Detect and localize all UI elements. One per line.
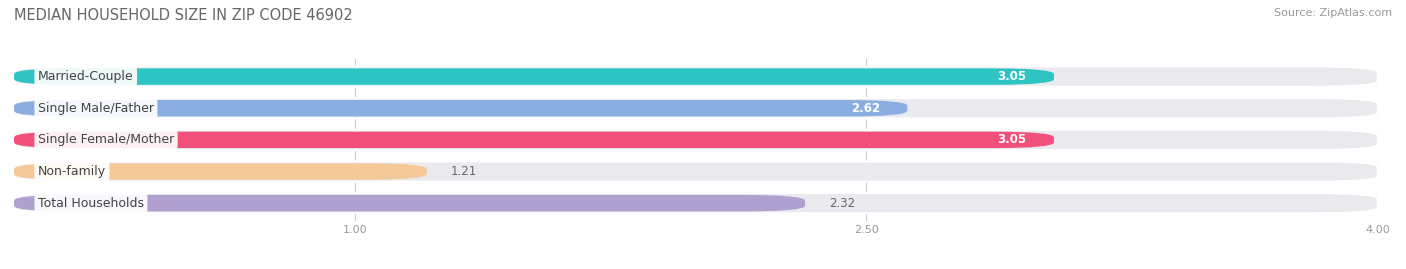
Text: 3.05: 3.05 <box>998 70 1026 83</box>
FancyBboxPatch shape <box>14 100 907 116</box>
Text: Single Female/Mother: Single Female/Mother <box>38 133 174 146</box>
Text: Total Households: Total Households <box>38 197 143 210</box>
FancyBboxPatch shape <box>14 163 426 180</box>
Text: Single Male/Father: Single Male/Father <box>38 102 153 115</box>
FancyBboxPatch shape <box>14 161 1378 182</box>
FancyBboxPatch shape <box>14 130 1378 150</box>
Text: 2.62: 2.62 <box>851 102 880 115</box>
FancyBboxPatch shape <box>14 98 1378 118</box>
Text: Non-family: Non-family <box>38 165 105 178</box>
FancyBboxPatch shape <box>14 68 1054 85</box>
FancyBboxPatch shape <box>14 132 1054 148</box>
FancyBboxPatch shape <box>14 195 806 211</box>
FancyBboxPatch shape <box>14 66 1378 87</box>
Text: 2.32: 2.32 <box>830 197 855 210</box>
Text: Married-Couple: Married-Couple <box>38 70 134 83</box>
Text: 1.21: 1.21 <box>450 165 477 178</box>
FancyBboxPatch shape <box>14 193 1378 213</box>
Text: MEDIAN HOUSEHOLD SIZE IN ZIP CODE 46902: MEDIAN HOUSEHOLD SIZE IN ZIP CODE 46902 <box>14 8 353 23</box>
Text: Source: ZipAtlas.com: Source: ZipAtlas.com <box>1274 8 1392 18</box>
Text: 3.05: 3.05 <box>998 133 1026 146</box>
